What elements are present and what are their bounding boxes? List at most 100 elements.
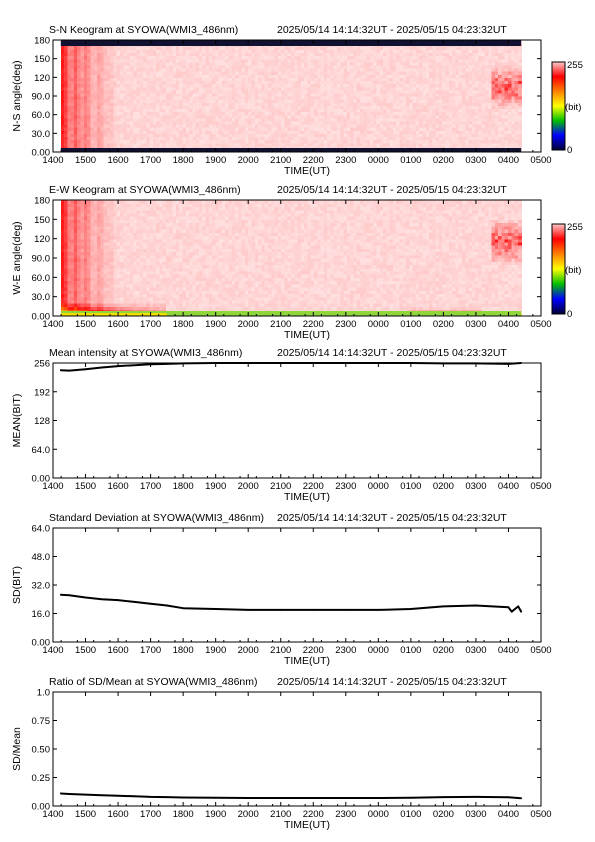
keogram-cell (307, 49, 312, 54)
keogram-cell (287, 111, 292, 116)
keogram-cell (60, 61, 65, 66)
keogram-cell (166, 46, 170, 50)
keogram-cell (235, 105, 239, 110)
keogram-cell (100, 83, 105, 88)
keogram-cell (189, 105, 193, 110)
keogram-cell (139, 102, 144, 106)
keogram-cell (179, 71, 184, 75)
keogram-cell (323, 61, 328, 66)
keogram-cell (238, 117, 243, 122)
keogram-cell (126, 102, 131, 106)
keogram-cell (350, 114, 355, 119)
keogram-cell (392, 55, 397, 60)
keogram-cell (327, 130, 332, 134)
keogram-cell (353, 114, 358, 119)
keogram-cell (392, 108, 397, 113)
keogram-cell (310, 61, 315, 66)
keogram-cell (202, 108, 207, 113)
keogram-cell (136, 80, 141, 85)
keogram-cell (281, 77, 286, 82)
keogram-cell (287, 136, 292, 141)
keogram-cell (294, 92, 299, 97)
keogram-cell (396, 145, 401, 150)
keogram-cell (304, 83, 309, 88)
keogram-cell (149, 55, 154, 60)
keogram-cell (304, 139, 309, 144)
keogram-cell (182, 86, 187, 91)
keogram-cell (169, 136, 174, 141)
keogram-cell (343, 86, 348, 91)
keogram-cell (64, 136, 68, 141)
keogram-cell (143, 142, 147, 147)
keogram-cell (60, 114, 65, 119)
keogram-cell (310, 92, 315, 97)
keogram-cell (159, 74, 164, 78)
keogram-cell (238, 52, 243, 57)
keogram-cell (290, 145, 295, 150)
keogram-cell (313, 86, 318, 91)
keogram-cell (412, 80, 417, 85)
keogram-cell (179, 52, 184, 57)
keogram-cell (284, 108, 289, 113)
keogram-cell (67, 105, 72, 110)
keogram-cell (123, 133, 128, 138)
keogram-cell (274, 127, 279, 131)
keogram-cell (119, 117, 124, 122)
keogram-cell (185, 64, 190, 69)
keogram-cell (60, 55, 65, 60)
keogram-cell (182, 133, 187, 138)
keogram-cell (64, 49, 68, 54)
keogram-image (60, 40, 522, 153)
keogram-cell (238, 80, 243, 85)
keogram-cell (294, 61, 299, 66)
keogram-cell (182, 105, 187, 110)
keogram-cell (189, 71, 193, 75)
keogram-cell (189, 139, 193, 144)
keogram-cell (284, 61, 289, 66)
keogram-cell (195, 49, 200, 54)
keogram-cell (123, 142, 128, 147)
keogram-cell (284, 83, 289, 88)
keogram-cell (189, 92, 193, 97)
keogram-cell (123, 58, 128, 63)
keogram-cell (264, 55, 269, 60)
keogram-cell (133, 49, 138, 54)
keogram-cell (149, 64, 154, 69)
keogram-cell (156, 114, 161, 119)
keogram-cell (290, 117, 295, 122)
keogram-cell (113, 46, 118, 50)
keogram-cell (317, 71, 322, 75)
keogram-cell (343, 77, 348, 82)
keogram-cell (386, 130, 391, 134)
keogram-cell (313, 46, 318, 50)
keogram-cell (235, 130, 239, 134)
keogram-cell (366, 89, 371, 94)
keogram-cell (225, 71, 230, 75)
keogram-cell (182, 111, 187, 116)
keogram-cell (313, 139, 318, 144)
keogram-cell (87, 99, 92, 103)
keogram-cell (208, 96, 213, 100)
keogram-cell (175, 139, 180, 144)
keogram-cell (136, 64, 141, 69)
keogram-cell (337, 74, 341, 78)
keogram-cell (261, 127, 266, 131)
keogram-cell (218, 49, 223, 54)
keogram-cell (343, 49, 348, 54)
keogram-cell (294, 58, 299, 63)
keogram-cell (297, 80, 302, 85)
keogram-cell (327, 64, 332, 69)
keogram-cell (231, 145, 236, 150)
keogram-cell (267, 74, 272, 78)
keogram-cell (360, 127, 364, 131)
keogram-cell (340, 86, 345, 91)
keogram-cell (166, 105, 170, 110)
keogram-cell (313, 83, 318, 88)
keogram-cell (64, 117, 68, 122)
keogram-cell (346, 58, 351, 63)
keogram-cell (267, 133, 272, 138)
keogram-cell (399, 86, 404, 91)
keogram-cell (356, 46, 361, 50)
keogram-cell (113, 139, 118, 144)
keogram-cell (271, 92, 276, 97)
